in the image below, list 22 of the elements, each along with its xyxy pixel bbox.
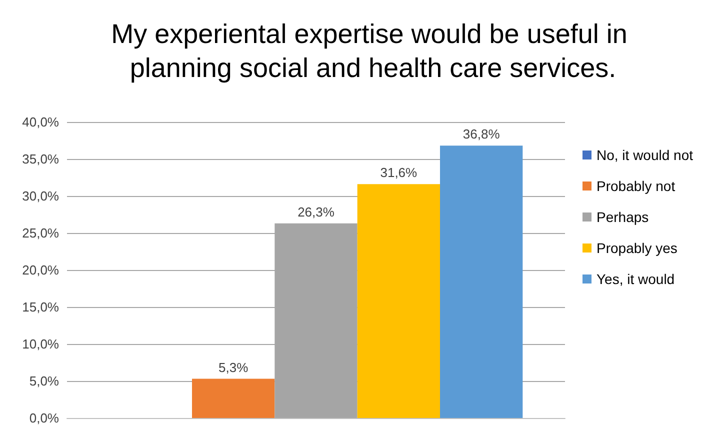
bar (192, 378, 275, 418)
data-label: 36,8% (462, 126, 500, 142)
data-label: 26,3% (298, 204, 335, 220)
y-tick-label: 25,0% (22, 226, 60, 240)
data-label: 5,3% (218, 360, 249, 375)
bar (357, 184, 440, 418)
y-tick-label: 20,0% (22, 262, 60, 278)
y-tick-label: 5,0% (29, 374, 60, 388)
y-tick-label: 30,0% (22, 188, 60, 204)
y-tick-label: 40,0% (22, 114, 60, 130)
legend-label: Propably yes (596, 240, 678, 256)
y-tick-label: 15,0% (22, 300, 60, 314)
legend-label: No, it would not (596, 147, 694, 163)
chart-title: My experiental expertise would be useful in planning social and health care services. (111, 19, 635, 83)
y-tick-label: 35,0% (22, 152, 60, 166)
bar (440, 146, 523, 418)
y-tick-label: 10,0% (22, 336, 60, 352)
data-label: 31,6% (380, 165, 418, 180)
legend-label: Yes, it would (596, 271, 675, 287)
y-tick-label: 0,0% (29, 410, 60, 426)
legend-label: Perhaps (596, 209, 649, 225)
legend-label: Probably not (596, 178, 676, 194)
